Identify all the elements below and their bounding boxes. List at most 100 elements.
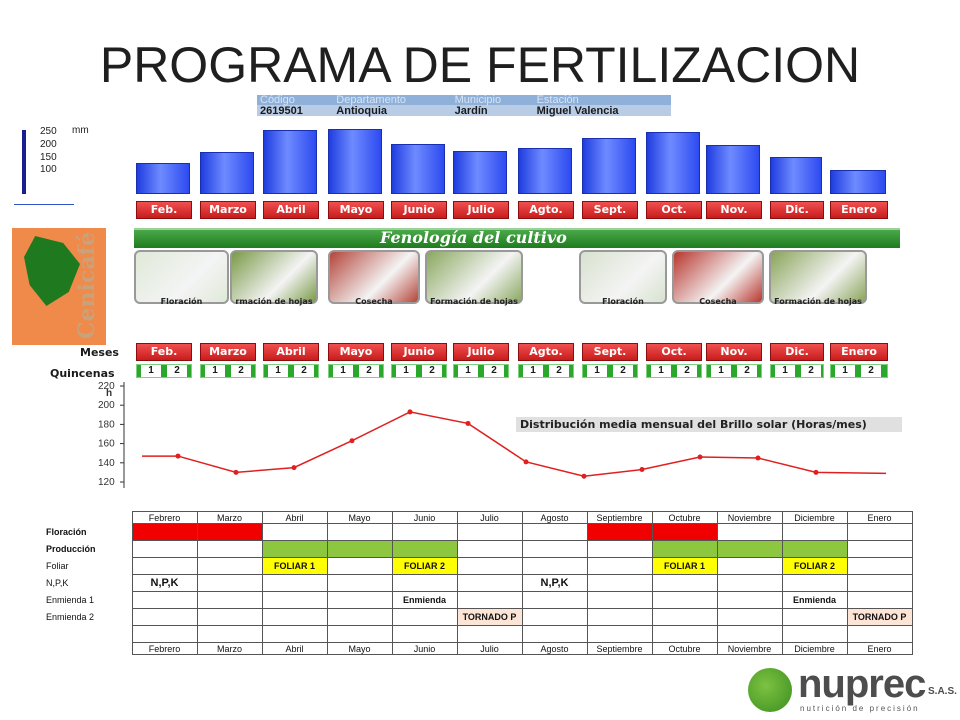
program-cell: TORNADO P (846, 608, 913, 626)
quincena-number: 2 (484, 365, 504, 377)
month-header-cell: Noviembre (716, 511, 783, 524)
phenology-photo (328, 250, 420, 304)
program-cell (651, 625, 718, 643)
month-header-cell: Mayo (326, 511, 393, 524)
quincena-number: 1 (835, 365, 855, 377)
quincenas-label: Quincenas (50, 367, 115, 380)
sunshine-tick-label: 120 (98, 477, 115, 488)
program-cell (391, 608, 458, 626)
program-cell (326, 591, 393, 609)
sunshine-line (142, 411, 887, 478)
month-header-cell: Julio (456, 642, 523, 655)
quincena-number: 1 (396, 365, 416, 377)
program-cell (521, 540, 588, 558)
program-cell: FOLIAR 2 (391, 557, 458, 575)
program-cell (196, 540, 263, 558)
program-cell (196, 574, 263, 592)
months-label: Meses (80, 346, 119, 359)
program-cell (651, 540, 718, 558)
program-row: Producción (44, 540, 913, 558)
month-label: Mayo (328, 343, 384, 361)
program-cell (846, 557, 913, 575)
month-header-cell: Junio (391, 642, 458, 655)
phenology-photo-label: Floración (160, 297, 203, 306)
program-cell (651, 523, 718, 541)
month-header-cell: Agosto (521, 511, 588, 524)
month-label: Dic. (770, 343, 824, 361)
sunshine-tick-label: 160 (98, 439, 115, 450)
row-label: Enmienda 1 (46, 595, 95, 605)
month-header-cell: Marzo (196, 511, 263, 524)
sunshine-tick-label: 220 (98, 381, 115, 392)
phenology-photo-label: Cosecha (355, 297, 393, 306)
month-label: Sept. (582, 201, 638, 219)
program-cell (846, 523, 913, 541)
program-cell (781, 540, 848, 558)
phenology-photo (134, 250, 229, 304)
program-cell (586, 540, 653, 558)
quincena-number: 2 (677, 365, 697, 377)
colombia-map: Cenicafé (12, 228, 106, 345)
month-header-cell: Septiembre (586, 642, 653, 655)
program-cell (391, 574, 458, 592)
program-cell (846, 574, 913, 592)
month-label: Enero (830, 343, 888, 361)
program-cell (261, 608, 328, 626)
program-cell: N,P,K (521, 574, 588, 592)
program-cell: FOLIAR 1 (651, 557, 718, 575)
program-cell (456, 557, 523, 575)
rainfall-bar (830, 169, 886, 194)
program-cell (131, 608, 198, 626)
quincena-number: 2 (613, 365, 633, 377)
sunshine-point (291, 465, 297, 471)
program-cell (781, 574, 848, 592)
program-month-header: Febrero Marzo Abril Mayo Junio Julio Agosto Sep… (44, 511, 913, 524)
program-cell (781, 523, 848, 541)
nuprec-logo: nuprec S.A.S. nutrición de precisión (748, 662, 958, 716)
rainfall-bar (263, 130, 317, 194)
quincena-number: 2 (422, 365, 442, 377)
quincena-number: 1 (333, 365, 353, 377)
station-header-municipality: Municipio (451, 95, 534, 106)
month-label: Nov. (706, 201, 762, 219)
row-label (44, 626, 132, 643)
sunshine-chart: 220 200 180 160 140 120 h (98, 381, 887, 488)
rainfall-bar (328, 129, 382, 194)
month-header-cell: Abril (261, 511, 328, 524)
program-cell (261, 540, 328, 558)
program-cell (781, 625, 848, 643)
quincena-number: 1 (205, 365, 225, 377)
quincena-number: 2 (801, 365, 821, 377)
program-cell: Enmienda (781, 591, 848, 609)
program-cell (326, 608, 393, 626)
month-label: Marzo (200, 343, 256, 361)
month-header-cell: Octubre (651, 511, 718, 524)
program-cell (651, 608, 718, 626)
program-cell (261, 523, 328, 541)
rainfall-bar (706, 145, 760, 194)
program-cell (391, 523, 458, 541)
program-cell (456, 625, 523, 643)
sunshine-tick-label: 140 (98, 458, 115, 469)
sunshine-point (407, 409, 413, 415)
quincena-number: 1 (523, 365, 543, 377)
row-label: N,P,K (46, 578, 69, 588)
sunshine-unit: h (106, 388, 112, 399)
quincena-number: 2 (359, 365, 379, 377)
phenology-photo (579, 250, 667, 304)
quincena-number: 1 (651, 365, 671, 377)
month-header-cell: Diciembre (781, 642, 848, 655)
program-cell (586, 574, 653, 592)
program-cell (651, 591, 718, 609)
row-label (44, 643, 132, 655)
program-cell (261, 591, 328, 609)
sunshine-point (465, 420, 471, 426)
program-cell (716, 557, 783, 575)
month-label: Agto. (518, 201, 574, 219)
